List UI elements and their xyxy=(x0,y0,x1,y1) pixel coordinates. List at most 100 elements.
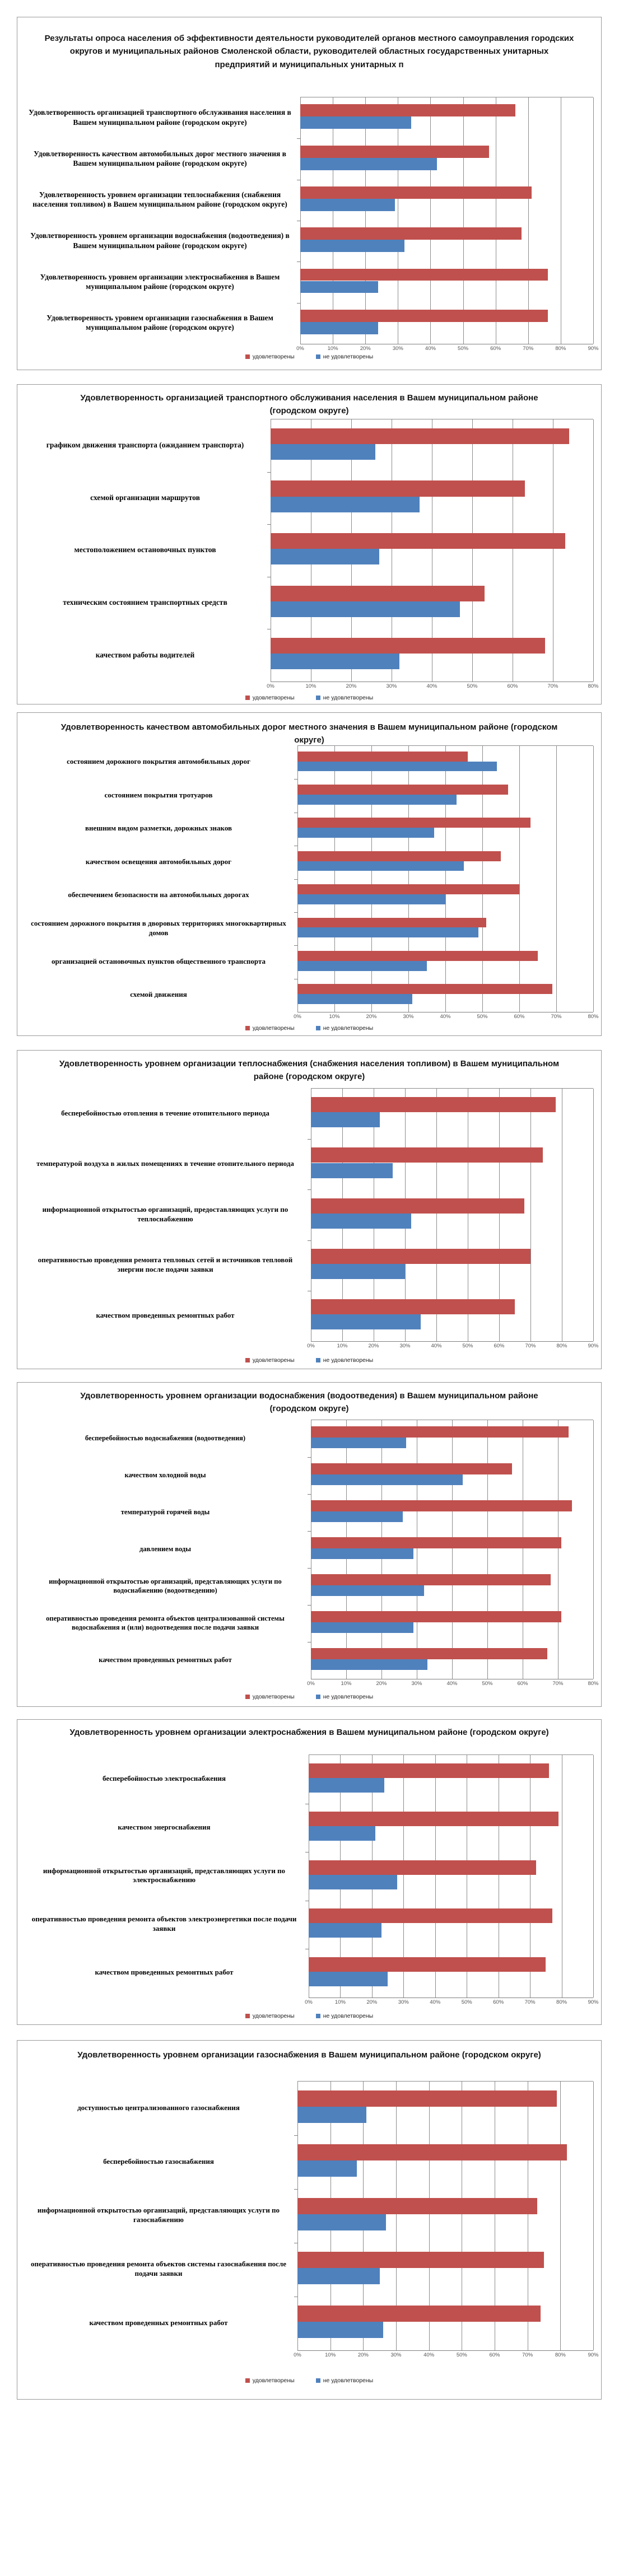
chart-legend: удовлетворены не удовлетворены xyxy=(17,2377,601,2384)
legend-label: не удовлетворены xyxy=(323,1693,374,1700)
x-axis-tick-label: 70% xyxy=(525,1343,536,1349)
legend-swatch-not_satisfied-icon xyxy=(315,1358,320,1362)
legend-item-not_satisfied: не удовлетворены xyxy=(315,353,373,360)
x-axis-tick-label: 20% xyxy=(366,1999,378,2005)
x-axis-tick-label: 30% xyxy=(399,1343,411,1349)
category-row: информационной открытостью организаций, … xyxy=(17,1567,601,1604)
category-label: бесперебойностью газоснабжения xyxy=(103,2157,214,2166)
legend-item-satisfied: удовлетворены xyxy=(245,1693,295,1700)
x-axis-tick-label: 50% xyxy=(458,346,469,352)
bar-not-satisfied xyxy=(297,794,457,805)
gridline xyxy=(403,1755,404,1998)
category-label: состоянием покрытия тротуаров xyxy=(104,790,213,799)
chart-panel-4: Удовлетворенность уровнем организации те… xyxy=(17,1050,602,1369)
category-row: состоянием дорожного покрытия в дворовых… xyxy=(17,912,601,945)
gridline xyxy=(334,746,335,1012)
bar-not-satisfied xyxy=(297,2268,380,2284)
category-row: обеспечением безопасности на автомобильн… xyxy=(17,879,601,912)
legend-label: не удовлетворены xyxy=(323,2377,374,2384)
legend-label: удовлетворены xyxy=(252,1025,295,1032)
category-label: Удовлетворенность уровнем организации эл… xyxy=(40,272,280,291)
gridline xyxy=(482,746,483,1012)
x-axis-tick-label: 90% xyxy=(588,1343,599,1349)
x-axis-tick-label: 40% xyxy=(430,1999,441,2005)
category-row: Удовлетворенность уровнем организации во… xyxy=(17,220,601,261)
bar-not-satisfied xyxy=(300,281,379,293)
category-row: давлением воды xyxy=(17,1530,601,1567)
bar-group xyxy=(297,945,593,978)
legend-swatch-satisfied-icon xyxy=(245,1026,250,1030)
x-axis-tick-label: 60% xyxy=(493,1999,504,2005)
x-axis-tick-label: 10% xyxy=(337,1343,348,1349)
x-axis-tick-label: 80% xyxy=(556,1343,567,1349)
bar-not-satisfied xyxy=(297,2214,387,2230)
gridline xyxy=(560,2082,561,2350)
x-axis-tick-label: 20% xyxy=(376,1681,387,1687)
bar-satisfied xyxy=(311,1463,513,1474)
gridline xyxy=(593,1420,594,1679)
gridline xyxy=(408,746,409,1012)
bar-group xyxy=(297,2135,593,2188)
legend-swatch-not_satisfied-icon xyxy=(315,354,320,359)
category-label: оперативностью проведения ремонта объект… xyxy=(31,1915,297,1933)
plot-grid xyxy=(297,97,594,344)
bar-satisfied xyxy=(297,2144,567,2161)
x-axis-tick-label: 20% xyxy=(346,683,357,689)
bar-group xyxy=(311,1189,593,1239)
x-axis: 0% 10% 20% 30% 40% 50% 60% 70% 80% xyxy=(294,1014,598,1021)
bar-satisfied xyxy=(297,818,530,828)
category-row: организацией остановочных пунктов общест… xyxy=(17,945,601,978)
gridline xyxy=(593,2082,594,2350)
bar-group xyxy=(300,138,593,179)
x-axis: 0% 10% 20% 30% 40% 50% 60% 70% 80% 90% xyxy=(307,1343,598,1351)
category-axis-tick xyxy=(308,1568,311,1569)
category-label: качеством холодной воды xyxy=(124,1471,206,1479)
bar-group xyxy=(309,1851,593,1900)
gridline xyxy=(487,1420,488,1679)
bar-group xyxy=(271,524,593,576)
legend-item-not_satisfied: не удовлетворены xyxy=(315,1693,374,1700)
x-axis-tick-label: 10% xyxy=(341,1681,352,1687)
category-label: техническим состоянием транспортных сред… xyxy=(63,598,227,606)
bar-not-satisfied xyxy=(309,1826,375,1841)
x-axis-tick-label: 80% xyxy=(555,2352,566,2358)
x-axis: 0% 10% 20% 30% 40% 50% 60% 70% 80% 90% xyxy=(294,2352,598,2360)
category-row: информационной открытостью организаций, … xyxy=(17,1851,601,1900)
bar-satisfied xyxy=(300,104,515,117)
bar-not-satisfied xyxy=(271,654,400,670)
legend-label: не удовлетворены xyxy=(323,1025,374,1032)
bar-group xyxy=(311,1240,593,1290)
bar-group xyxy=(271,419,593,472)
bar-not-satisfied xyxy=(271,549,380,565)
bar-group xyxy=(309,1948,593,1997)
gridline xyxy=(452,1420,453,1679)
category-row: качеством проведенных ремонтных работ xyxy=(17,1290,601,1341)
category-label: схемой движения xyxy=(130,990,187,998)
gridline xyxy=(371,746,372,1012)
category-axis-tick xyxy=(308,1531,311,1532)
category-axis-tick xyxy=(294,945,297,946)
bar-not-satisfied xyxy=(271,601,460,617)
gridline xyxy=(519,746,520,1012)
bar-not-satisfied xyxy=(297,960,427,971)
gridline xyxy=(593,419,594,682)
bar-group xyxy=(300,261,593,302)
legend-swatch-satisfied-icon xyxy=(245,2014,250,2018)
gridline xyxy=(429,2082,430,2350)
plot-grid xyxy=(294,745,594,1012)
category-label: Удовлетворенность уровнем организации те… xyxy=(32,190,287,209)
x-axis-tick-label: 20% xyxy=(368,1343,379,1349)
bar-group xyxy=(297,2188,593,2242)
plot-rows: состоянием дорожного покрытия автомобиль… xyxy=(17,745,601,1011)
gridline xyxy=(435,1755,436,1998)
x-axis-tick-label: 20% xyxy=(360,346,371,352)
bar-not-satisfied xyxy=(311,1622,413,1634)
chart-panel-5: Удовлетворенность уровнем организации во… xyxy=(17,1382,602,1707)
gridline xyxy=(528,97,529,344)
category-axis-tick xyxy=(294,879,297,880)
bar-not-satisfied xyxy=(309,1923,381,1938)
x-axis-tick-label: 50% xyxy=(461,1999,472,2005)
bar-satisfied xyxy=(311,1500,573,1511)
category-row: Удовлетворенность организацией транспорт… xyxy=(17,97,601,138)
